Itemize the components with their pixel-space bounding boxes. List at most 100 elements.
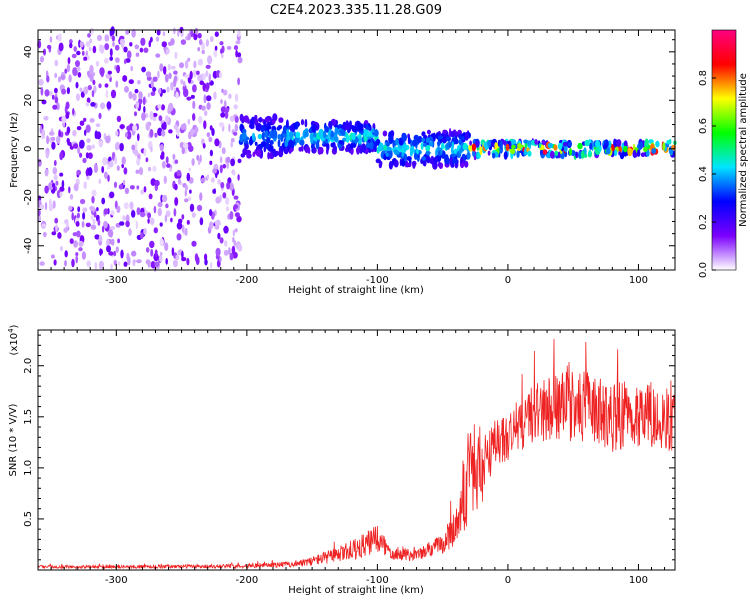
spectrogram-cell	[140, 189, 144, 195]
spectrogram-cell	[164, 214, 168, 223]
spectrogram-cell	[169, 167, 173, 172]
spectrogram-cell	[445, 154, 449, 160]
spectrogram-cell	[83, 56, 88, 61]
spectrogram-cell	[79, 87, 83, 92]
spectrogram-cell	[86, 138, 91, 144]
spectrogram-cell	[557, 151, 561, 159]
snr-x-tick-label: -300	[105, 575, 128, 586]
spectrogram-cell	[164, 242, 169, 252]
spectrogram-cell	[651, 148, 657, 154]
spectrogram-cell	[64, 250, 68, 258]
spectrogram-cell	[43, 116, 49, 121]
spectrogram-cell	[425, 137, 431, 143]
spectrogram-cell	[184, 198, 189, 203]
spectrogram-cell	[492, 152, 496, 159]
spectrogram-cell	[304, 145, 309, 154]
spectrogram-y-label: Frequency (Hz)	[9, 112, 20, 188]
spectrogram-cell	[145, 157, 149, 163]
spectrogram-cell	[57, 232, 62, 239]
spectrogram-cell	[539, 149, 544, 155]
spectrogram-cell	[206, 174, 210, 180]
spectrogram-cell	[437, 140, 441, 147]
spectrogram-cell	[277, 139, 281, 148]
spectrogram-cell	[461, 136, 465, 141]
spectrogram-cell	[203, 120, 207, 130]
snr-x-tick-label: -200	[236, 575, 259, 586]
spectrogram-cell	[192, 84, 197, 93]
spectrogram-cell	[115, 57, 120, 63]
spectrogram-cell	[97, 219, 101, 226]
spectrogram-cell	[123, 167, 128, 175]
spectrogram-cell	[60, 131, 64, 138]
spectrogram-cell	[193, 60, 197, 69]
spectrogram-cell	[110, 26, 115, 36]
spectrogram-cell	[180, 29, 184, 38]
spectrogram-cell	[516, 150, 520, 158]
spectrogram-cell	[79, 198, 86, 205]
spectrogram-cell	[52, 183, 56, 188]
spectrogram-cell	[421, 156, 426, 161]
spectrogram-cell	[51, 136, 56, 141]
spectrogram-cell	[299, 139, 305, 146]
spectrogram-cell	[623, 145, 628, 153]
spectrogram-cell	[122, 215, 126, 221]
spectrogram-cell	[219, 164, 223, 174]
spectrogram-cell	[39, 56, 45, 63]
spectrogram-cell	[580, 150, 585, 159]
spectrogram-cell	[181, 250, 184, 259]
spectrogram-cell	[125, 58, 131, 63]
snr-y-tick-label: 0.5	[23, 511, 34, 527]
spectrogram-cell	[61, 115, 67, 124]
spectrogram-cell	[267, 151, 270, 160]
spectrogram-cell	[85, 41, 91, 47]
spectrogram-cell	[146, 76, 152, 81]
colorbar-tick-label: 0.4	[698, 166, 709, 182]
spectrogram-cell	[534, 139, 538, 145]
spectrogram-cell	[161, 194, 168, 203]
spectrogram-cell	[86, 260, 91, 268]
spectrogram-cell	[123, 46, 128, 53]
spectrogram-cell	[517, 142, 522, 149]
spectrogram-cell	[104, 83, 109, 88]
spectrogram-cell	[119, 142, 124, 152]
spectrogram-cell	[46, 44, 52, 50]
spectrogram-cell	[234, 212, 240, 218]
spectrogram-cell	[437, 135, 444, 140]
spectrogram-cell	[209, 209, 213, 216]
spectrogram-cell	[345, 135, 350, 143]
spectrogram-cell	[131, 28, 136, 38]
spectrogram-cell	[223, 100, 227, 109]
spectrogram-cell	[152, 76, 158, 82]
spectrogram-cell	[177, 28, 180, 37]
spectrogram-cell	[190, 94, 195, 99]
spectrogram-cell	[148, 166, 152, 172]
spectrogram-cell	[73, 143, 79, 149]
spectrogram-cell	[75, 60, 80, 68]
spectrogram-cell	[413, 152, 418, 160]
spectrogram-cell	[270, 145, 274, 152]
spectrogram-cell	[373, 129, 379, 137]
spectrogram-cell	[87, 85, 93, 91]
spectrogram-cell	[91, 90, 95, 98]
spectrogram-cell	[198, 116, 203, 124]
spectrogram-cell	[214, 138, 220, 147]
spectrogram-cell	[401, 132, 407, 142]
spectrogram-cell	[124, 86, 129, 93]
spectrogram-cell	[233, 45, 239, 51]
spectrogram-cell	[140, 211, 146, 218]
spectrogram-cell	[114, 142, 120, 151]
spectrogram-cell	[128, 79, 134, 85]
spectrogram-cell	[135, 141, 138, 151]
spectrogram-cell	[147, 260, 152, 268]
spectrogram-cell	[562, 142, 568, 147]
spectrogram-cell	[124, 132, 128, 138]
spectrogram-cell	[407, 136, 411, 145]
spectrogram-cell	[84, 129, 87, 136]
spectrogram-cell	[248, 137, 253, 146]
spectrogram-cell	[278, 149, 284, 158]
spectrogram-cell	[89, 73, 94, 82]
snr-x-tick-label: -100	[366, 575, 389, 586]
spectrogram-cell	[72, 129, 77, 137]
spectrogram-x-tick-label: 100	[629, 275, 648, 286]
spectrogram-cell	[179, 62, 184, 69]
